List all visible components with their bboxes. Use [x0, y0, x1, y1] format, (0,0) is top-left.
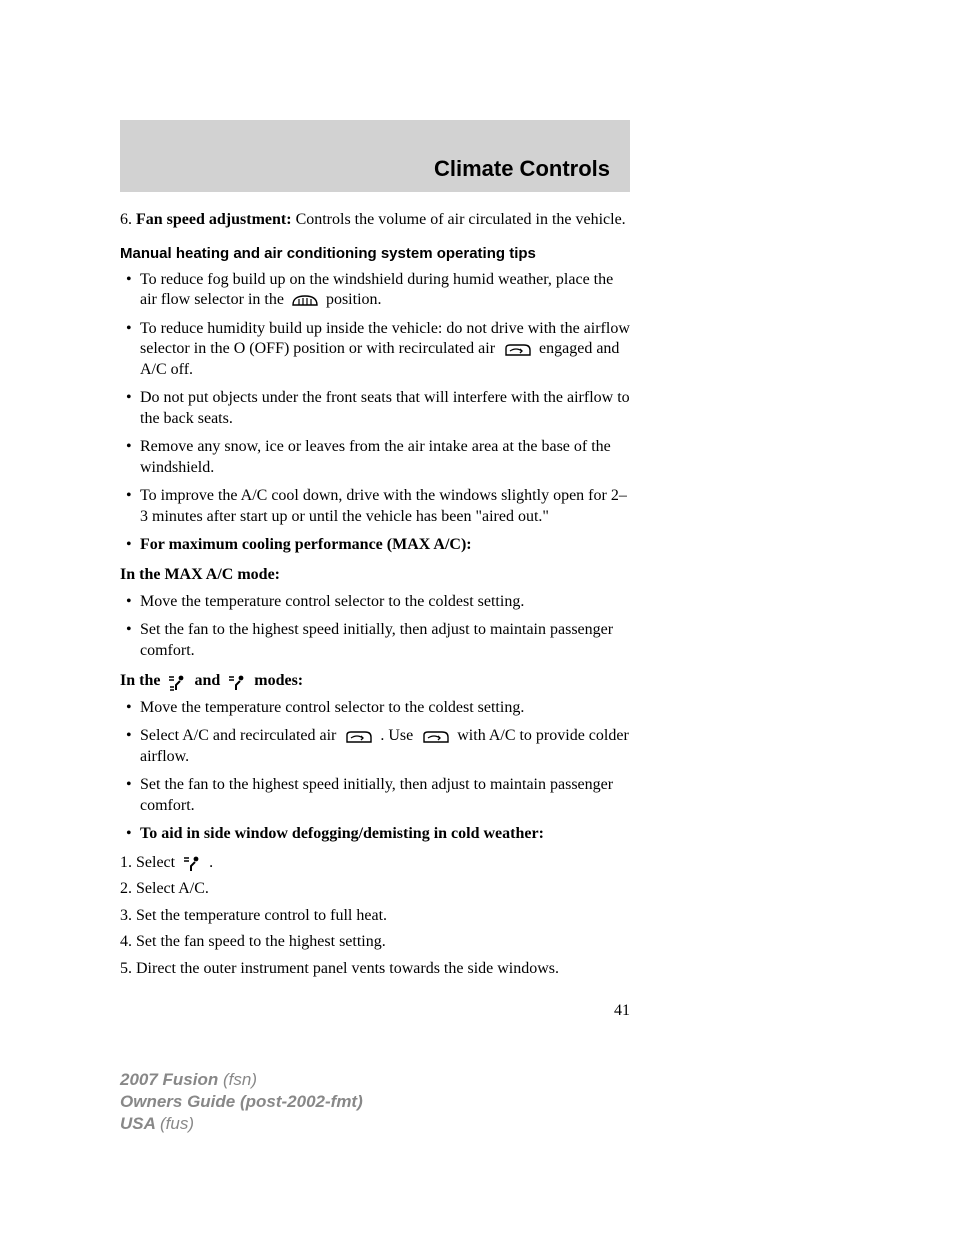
step-1-text-a: 1. Select [120, 854, 179, 871]
footer-l3a: USA [120, 1114, 160, 1133]
footer-l1a: 2007 Fusion [120, 1070, 223, 1089]
modes-heading: In the and modes: [120, 671, 630, 692]
modes-item-2: Set the fan to the highest speed initial… [120, 775, 630, 816]
intro-paragraph: 6. Fan speed adjustment: Controls the vo… [120, 210, 630, 230]
panel-icon [227, 671, 247, 691]
modes-item-0: Move the temperature control selector to… [120, 698, 630, 718]
maxac-1-text: Set the fan to the highest speed initial… [140, 621, 613, 658]
section-title: Climate Controls [434, 156, 610, 182]
recirculate-icon [502, 339, 532, 359]
maxac-0-text: Move the temperature control selector to… [140, 593, 524, 610]
tip-0-text-b: position. [322, 291, 382, 308]
tip-item-1: To reduce humidity build up inside the v… [120, 319, 630, 381]
modes-1-text-b: . Use [376, 727, 417, 744]
modes-3-text: To aid in side window defogging/demistin… [140, 825, 544, 842]
step-1-text-b: . [205, 854, 213, 871]
modes-2-text: Set the fan to the highest speed initial… [140, 776, 613, 813]
tip-5-text: For maximum cooling performance (MAX A/C… [140, 536, 472, 553]
body-content: 6. Fan speed adjustment: Controls the vo… [120, 210, 630, 1022]
tips-list: To reduce fog build up on the windshield… [120, 270, 630, 556]
recirculate-icon [343, 726, 373, 746]
modes-heading-post: modes: [250, 672, 303, 689]
tip-3-text: Remove any snow, ice or leaves from the … [140, 438, 611, 475]
modes-heading-mid: and [190, 672, 224, 689]
footer-l2: Owners Guide (post-2002-fmt) [120, 1092, 363, 1111]
maxac-list: Move the temperature control selector to… [120, 592, 630, 661]
panel-icon [182, 853, 202, 873]
tip-item-4: To improve the A/C cool down, drive with… [120, 486, 630, 527]
maxac-item-1: Set the fan to the highest speed initial… [120, 620, 630, 661]
modes-list: Move the temperature control selector to… [120, 698, 630, 845]
maxac-item-0: Move the temperature control selector to… [120, 592, 630, 612]
footer-line-2: Owners Guide (post-2002-fmt) [120, 1091, 363, 1113]
footer-l3b: (fus) [160, 1114, 194, 1133]
tips-subheading: Manual heating and air conditioning syst… [120, 244, 630, 263]
steps-list: 1. Select . 2. Select A/C. 3. Set the te… [120, 853, 630, 979]
intro-number: 6. [120, 211, 136, 228]
step-1: 1. Select . [120, 853, 630, 874]
tip-4-text: To improve the A/C cool down, drive with… [140, 487, 627, 524]
modes-item-3: To aid in side window defogging/demistin… [120, 824, 630, 844]
intro-rest: Controls the volume of air circulated in… [292, 211, 626, 228]
footer-l1b: (fsn) [223, 1070, 257, 1089]
page-container: Climate Controls 6. Fan speed adjustment… [120, 120, 834, 1022]
tip-2-text: Do not put objects under the front seats… [140, 389, 630, 426]
step-2: 2. Select A/C. [120, 879, 630, 899]
tip-item-2: Do not put objects under the front seats… [120, 388, 630, 429]
modes-0-text: Move the temperature control selector to… [140, 699, 524, 716]
modes-heading-pre: In the [120, 672, 164, 689]
footer-block: 2007 Fusion (fsn) Owners Guide (post-200… [120, 1069, 363, 1135]
defrost-icon [291, 290, 319, 310]
page-number: 41 [120, 1001, 630, 1021]
tip-item-5: For maximum cooling performance (MAX A/C… [120, 535, 630, 555]
panel-floor-icon [167, 671, 187, 691]
step-4: 4. Set the fan speed to the highest sett… [120, 932, 630, 952]
maxac-heading: In the MAX A/C mode: [120, 565, 630, 585]
recirculate-icon [420, 726, 450, 746]
modes-item-1: Select A/C and recirculated air . Use wi… [120, 726, 630, 767]
footer-line-1: 2007 Fusion (fsn) [120, 1069, 363, 1091]
intro-bold: Fan speed adjustment: [136, 211, 292, 228]
footer-line-3: USA (fus) [120, 1113, 363, 1135]
tip-item-3: Remove any snow, ice or leaves from the … [120, 437, 630, 478]
tip-item-0: To reduce fog build up on the windshield… [120, 270, 630, 311]
step-5: 5. Direct the outer instrument panel ven… [120, 959, 630, 979]
section-header-bar: Climate Controls [120, 120, 630, 192]
step-3: 3. Set the temperature control to full h… [120, 906, 630, 926]
modes-1-text-a: Select A/C and recirculated air [140, 727, 340, 744]
